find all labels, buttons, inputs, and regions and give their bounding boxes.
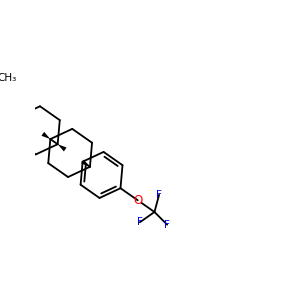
Text: F: F — [137, 217, 143, 227]
Text: CH₃: CH₃ — [0, 73, 17, 82]
Text: F: F — [164, 220, 170, 230]
Text: F: F — [156, 190, 162, 200]
Polygon shape — [41, 132, 50, 139]
Polygon shape — [81, 160, 90, 167]
Text: O: O — [133, 194, 142, 207]
Polygon shape — [58, 144, 67, 152]
